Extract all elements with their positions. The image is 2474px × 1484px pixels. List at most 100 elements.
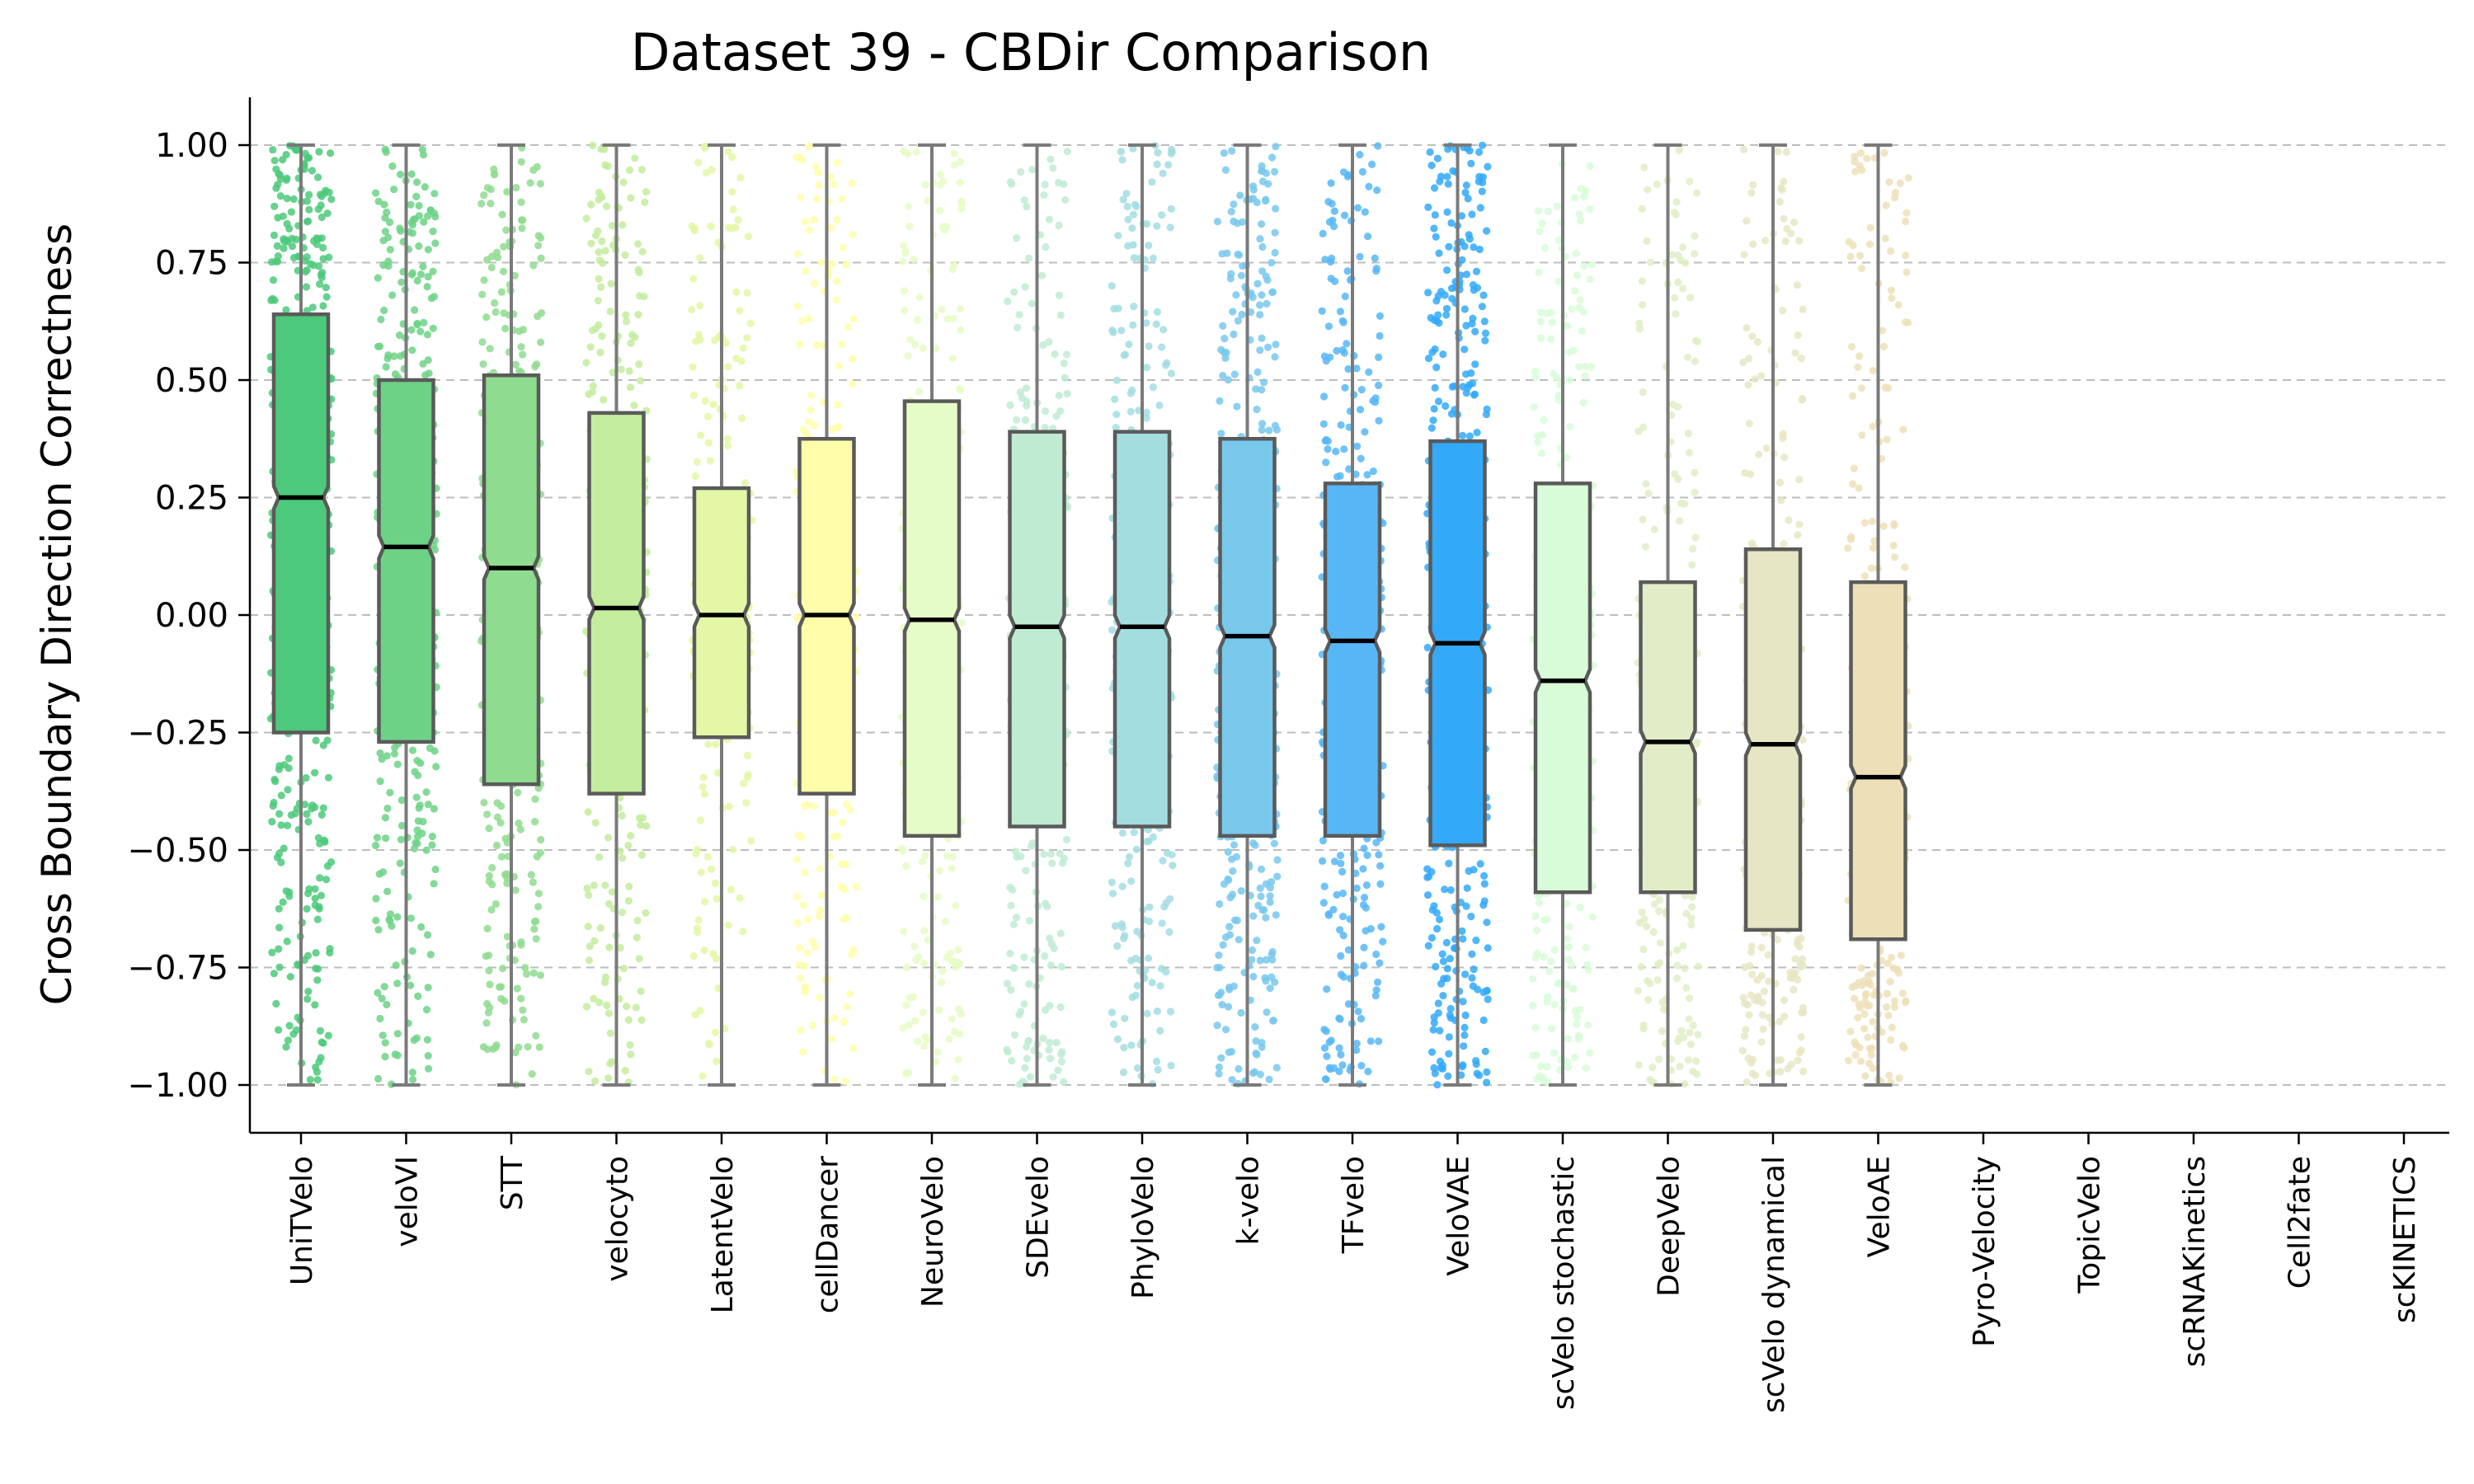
data-point [317, 201, 325, 209]
data-point [534, 312, 542, 321]
data-point [1056, 929, 1065, 937]
data-point [1575, 210, 1583, 218]
data-point [1795, 520, 1804, 528]
data-point [1638, 204, 1646, 213]
data-point [1459, 1061, 1467, 1069]
data-point [1003, 979, 1011, 988]
data-point [386, 246, 394, 254]
data-point [1861, 1072, 1870, 1080]
data-point [532, 918, 540, 926]
data-point [638, 247, 647, 256]
data-point [308, 303, 317, 312]
data-point [1319, 392, 1329, 401]
data-point [1329, 905, 1338, 913]
data-point [1743, 324, 1751, 332]
data-point [269, 146, 277, 154]
data-point [830, 181, 838, 189]
y-axis-label: Cross Boundary Direction Correctness [33, 223, 81, 1005]
data-point [632, 1003, 641, 1012]
data-point [1531, 373, 1540, 382]
data-point [480, 191, 488, 200]
data-point [1794, 531, 1802, 539]
data-point [1258, 291, 1266, 299]
data-point [691, 1011, 699, 1019]
data-point [383, 208, 391, 217]
data-point [954, 1055, 962, 1064]
data-point [736, 382, 744, 390]
data-point [1795, 476, 1804, 484]
data-point [414, 771, 422, 780]
data-point [1432, 297, 1441, 305]
x-ticks: UniTVelo veloVI STT velocyto LatentVelo cellD… [285, 1133, 2422, 1413]
data-point [1358, 167, 1366, 176]
data-point [1256, 235, 1264, 243]
data-point [1569, 346, 1578, 355]
data-point [1264, 180, 1272, 188]
data-point [1152, 320, 1160, 328]
data-point [1431, 345, 1439, 354]
data-point [422, 846, 430, 854]
data-point [1797, 1033, 1805, 1041]
data-point [853, 882, 861, 890]
data-point [1117, 148, 1125, 156]
data-point [606, 308, 614, 316]
data-point [1265, 426, 1273, 434]
data-point [1060, 359, 1068, 368]
data-point [270, 157, 279, 165]
data-point [277, 791, 285, 800]
data-point [585, 891, 593, 899]
data-point [1888, 294, 1896, 303]
data-point [1272, 204, 1280, 213]
data-point [412, 192, 421, 200]
data-point [1341, 292, 1349, 301]
data-point [421, 183, 429, 191]
data-point [607, 279, 615, 288]
data-point [275, 904, 283, 913]
data-point [1235, 936, 1243, 944]
data-point [1133, 981, 1141, 990]
data-point [1131, 991, 1140, 999]
data-point [1568, 961, 1576, 970]
data-point [413, 757, 421, 765]
data-point [316, 1026, 324, 1035]
data-point [919, 344, 927, 352]
data-point [1544, 207, 1552, 215]
data-point [1266, 898, 1274, 906]
data-point [1061, 373, 1069, 382]
data-point [1234, 317, 1242, 325]
data-point [1052, 1038, 1061, 1047]
data-point [1229, 867, 1237, 876]
data-point [1272, 911, 1280, 919]
data-point [424, 984, 432, 992]
data-point [286, 973, 294, 981]
data-point [1472, 267, 1481, 275]
data-point [377, 315, 385, 324]
data-point [315, 903, 323, 911]
data-point [731, 223, 740, 232]
data-point [1012, 913, 1021, 922]
data-point [827, 223, 835, 232]
data-point [1481, 329, 1490, 337]
data-point [390, 352, 398, 360]
data-point [688, 305, 696, 314]
data-point [1780, 214, 1788, 223]
data-point [1903, 209, 1911, 217]
data-point [420, 218, 428, 226]
data-point [1646, 1076, 1654, 1084]
data-point [1055, 221, 1063, 230]
data-point [1888, 953, 1896, 961]
data-point [1640, 163, 1649, 171]
data-point [479, 360, 487, 369]
data-point [301, 801, 309, 809]
data-point [1364, 232, 1372, 241]
data-point [704, 740, 713, 749]
data-point [1372, 950, 1380, 959]
data-point [383, 887, 392, 895]
data-point [625, 367, 633, 375]
data-point [692, 850, 700, 858]
data-point [424, 272, 432, 281]
data-point [1253, 279, 1262, 288]
data-point [1885, 1071, 1893, 1079]
data-point [1482, 987, 1491, 995]
data-point [1435, 915, 1444, 923]
